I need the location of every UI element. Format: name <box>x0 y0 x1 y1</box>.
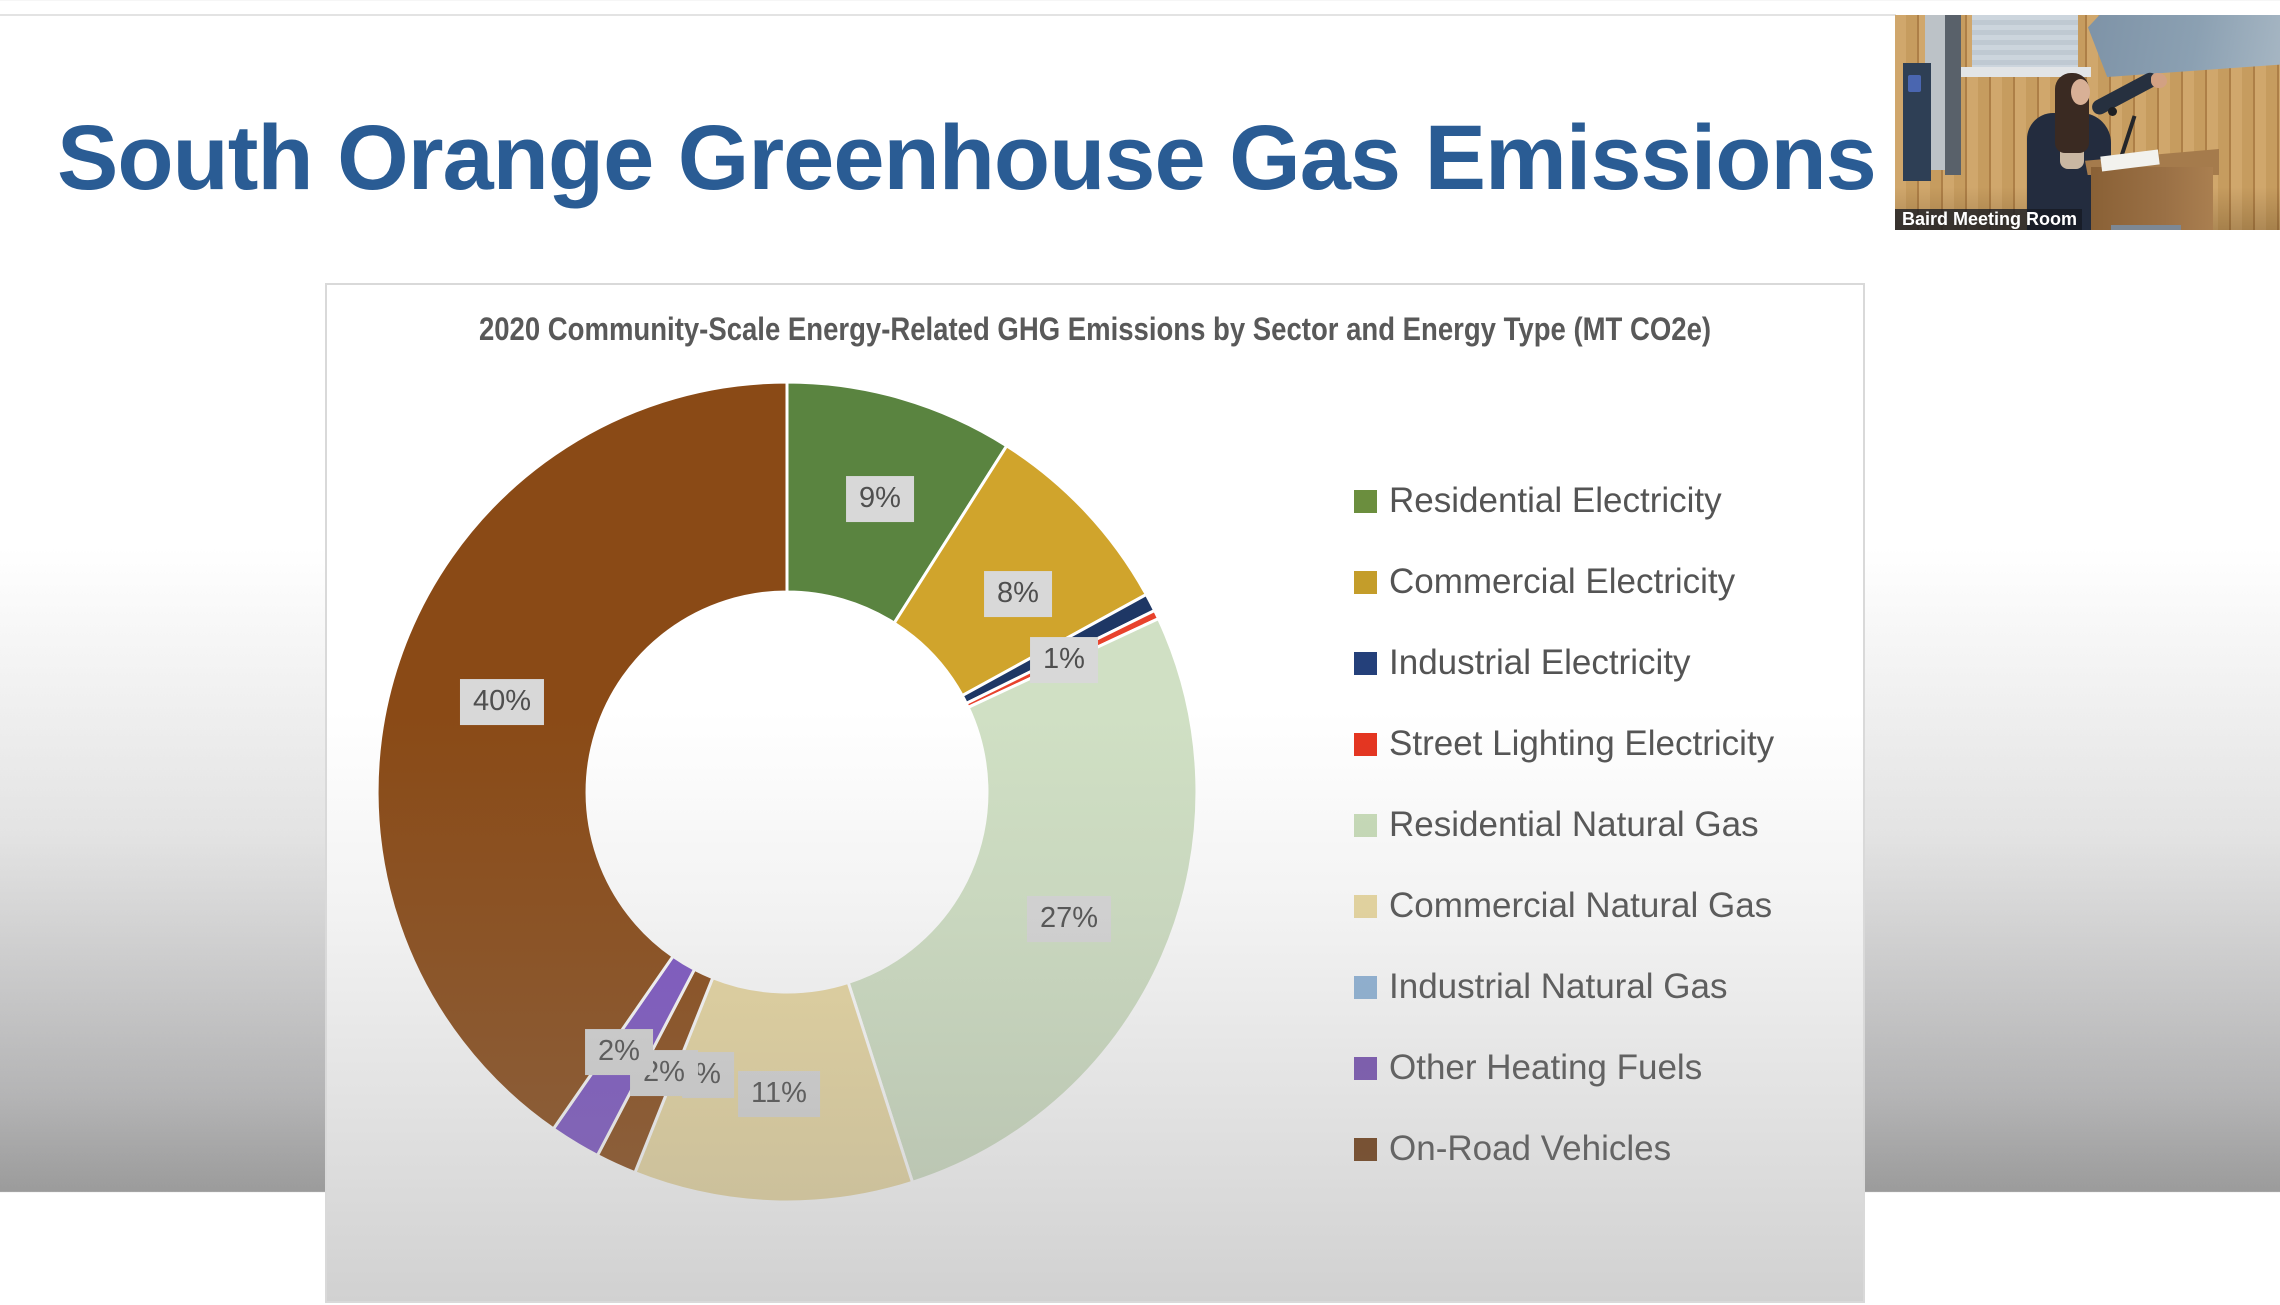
legend-label: Industrial Natural Gas <box>1389 967 1728 1006</box>
pct-label: 8% <box>984 571 1052 617</box>
legend-label: On-Road Vehicles <box>1389 1129 1672 1168</box>
legend-item: Residential Electricity <box>1354 481 1774 520</box>
legend-item: Commercial Natural Gas <box>1354 886 1774 925</box>
chart-title: 2020 Community-Scale Energy-Related GHG … <box>478 311 1712 347</box>
legend-swatch-icon <box>1354 732 1377 756</box>
legend-item: On-Road Vehicles <box>1354 1129 1774 1168</box>
pct-label: 9% <box>846 476 914 522</box>
pct-label: 40% <box>459 679 545 725</box>
legend-label: Street Lighting Electricity <box>1389 724 1775 763</box>
speaker-face <box>2071 79 2090 105</box>
slice-residential-natural-gas <box>846 616 1199 1185</box>
legend-swatch-icon <box>1354 1056 1377 1080</box>
podium-base <box>2111 225 2181 230</box>
meeting-room-label: Baird Meeting Room <box>1895 209 2082 230</box>
legend-label: Industrial Electricity <box>1389 643 1691 682</box>
speaker-hand <box>2151 73 2167 88</box>
ghg-chart-panel: 2020 Community-Scale Energy-Related GHG … <box>325 283 1865 1303</box>
legend-label: Other Heating Fuels <box>1389 1048 1703 1087</box>
pct-label: 11% <box>738 1071 820 1117</box>
legend-item: Industrial Electricity <box>1354 643 1774 682</box>
legend-item: Commercial Electricity <box>1354 562 1774 601</box>
pct-label: 27% <box>1026 896 1112 942</box>
chart-legend: Residential Electricity Commercial Electr… <box>1354 481 1775 1212</box>
wall-rail <box>1961 67 2091 77</box>
legend-label: Commercial Natural Gas <box>1389 886 1773 925</box>
podium <box>2091 167 2213 230</box>
wall-sign <box>1908 75 1921 92</box>
legend-label: Residential Natural Gas <box>1389 805 1759 844</box>
webcam-overlay: Baird Meeting Room <box>1895 15 2280 230</box>
legend-swatch-icon <box>1354 1137 1377 1161</box>
legend-swatch-icon <box>1354 651 1377 675</box>
legend-item: Street Lighting Electricity <box>1354 724 1775 763</box>
microphone-icon <box>2108 107 2117 116</box>
legend-label: Residential Electricity <box>1389 481 1722 520</box>
slide-top-edge <box>0 14 1896 16</box>
legend-item: Industrial Natural Gas <box>1354 967 1774 1006</box>
legend-swatch-icon <box>1354 813 1377 837</box>
page-title: South Orange Greenhouse Gas Emissions <box>57 107 1877 209</box>
speaker-raised-arm <box>2089 70 2161 118</box>
legend-item: Other Heating Fuels <box>1354 1048 1774 1087</box>
legend-swatch-icon <box>1354 570 1377 594</box>
slice-on-road-vehicles <box>375 380 789 1131</box>
legend-label: Commercial Electricity <box>1389 562 1736 601</box>
door-frame <box>1945 15 1961 175</box>
ceiling <box>2088 15 2280 77</box>
legend-swatch-icon <box>1354 975 1377 999</box>
window-shade <box>1972 15 2078 69</box>
legend-swatch-icon <box>1354 489 1377 513</box>
legend-item: Residential Natural Gas <box>1354 805 1774 844</box>
pct-label: 2% <box>585 1029 653 1075</box>
legend-swatch-icon <box>1354 894 1377 918</box>
pct-label: 1% <box>1030 637 1098 683</box>
